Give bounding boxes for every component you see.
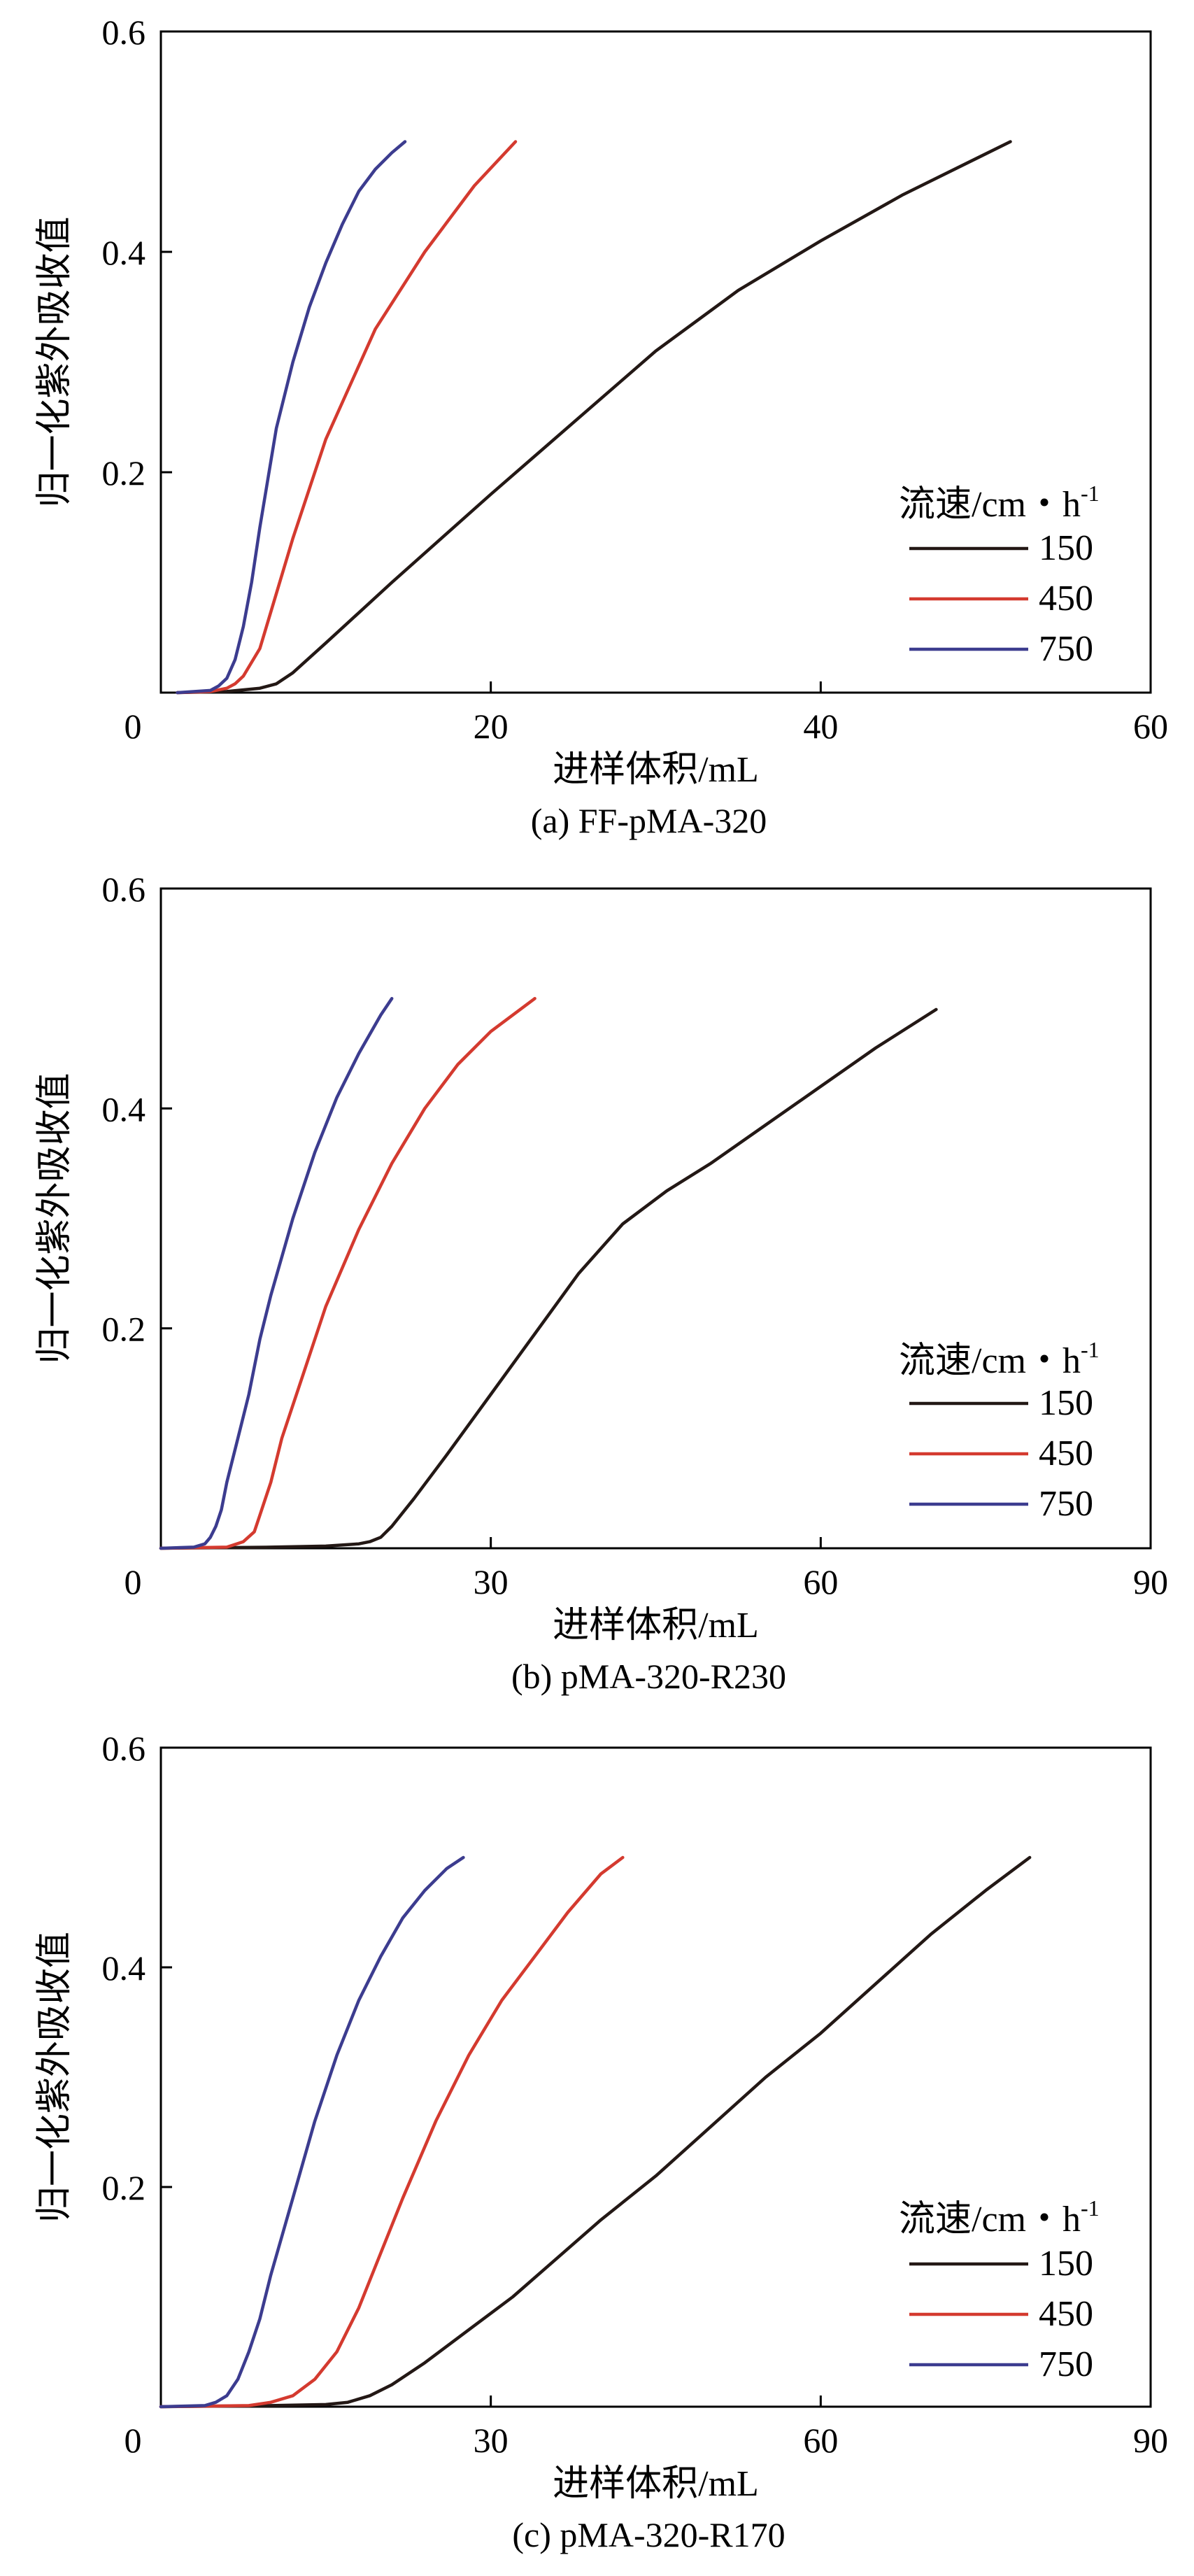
series-line-750 [159, 996, 394, 1550]
plot-frame [159, 30, 1152, 694]
legend-label-750: 750 [1039, 629, 1093, 669]
series-line-750 [176, 140, 407, 695]
legend-label-750: 750 [1039, 2344, 1093, 2384]
y-tick-label: 0.2 [102, 1310, 146, 1349]
series-line-450 [159, 996, 536, 1550]
series-line-150 [159, 1855, 1032, 2409]
x-tick-label: 30 [474, 1562, 509, 1601]
x-axis-label: 进样体积/mL [553, 750, 759, 790]
y-tick-label: 0.6 [102, 870, 146, 909]
series-line-450 [159, 1855, 625, 2409]
legend-title-superscript: -1 [1081, 2195, 1100, 2221]
legend-title-text: 流速/cm・h [899, 2200, 1081, 2239]
x-tick-label: 40 [803, 707, 838, 746]
x-axis-label: 进样体积/mL [553, 2464, 759, 2504]
legend-label-450: 450 [1039, 1434, 1093, 1473]
series-line-150 [176, 140, 1012, 695]
series-line-450 [176, 140, 518, 695]
x-tick-label: 60 [803, 1562, 838, 1601]
legend-label-150: 150 [1039, 528, 1093, 568]
chart-panel-2: 0.2 0.4 0.6 30 60 90 0 进样体积/mL 归一化紫外吸收值 (b) pMA-3… [35, 870, 1168, 1696]
y-tick-label: 0.6 [102, 1729, 146, 1768]
x-tick-label: 20 [474, 707, 509, 746]
legend-label-150: 150 [1039, 1383, 1093, 1423]
legend-title-superscript: -1 [1081, 1337, 1100, 1362]
origin-label: 0 [125, 2421, 142, 2460]
x-tick-label: 60 [1133, 707, 1168, 746]
x-tick-label: 30 [474, 2421, 509, 2460]
legend-title: 流速/cm・h-1 [899, 1337, 1100, 1381]
legend-label-450: 450 [1039, 2294, 1093, 2334]
y-axis-label: 归一化紫外吸收值 [35, 1073, 75, 1364]
y-tick-label: 0.4 [102, 233, 146, 272]
legend-label-450: 450 [1039, 579, 1093, 618]
origin-label: 0 [125, 707, 142, 746]
x-axis-label: 进样体积/mL [553, 1606, 759, 1646]
y-tick-label: 0.4 [102, 1948, 146, 1988]
legend-title: 流速/cm・h-1 [899, 481, 1100, 525]
plot-frame [159, 887, 1152, 1550]
y-axis-label: 归一化紫外吸收值 [35, 216, 75, 507]
x-tick-label: 90 [1133, 1562, 1168, 1601]
legend-title-text: 流速/cm・h [899, 485, 1081, 525]
y-tick-label: 0.2 [102, 453, 146, 493]
y-tick-label: 0.2 [102, 2168, 146, 2207]
series-line-150 [159, 1007, 938, 1550]
legend-label-150: 150 [1039, 2244, 1093, 2284]
legend-title-text: 流速/cm・h [899, 1341, 1081, 1381]
legend-title-superscript: -1 [1081, 481, 1100, 506]
y-tick-label: 0.6 [102, 13, 146, 52]
y-axis-label: 归一化紫外吸收值 [35, 1932, 75, 2223]
x-tick-label: 90 [1133, 2421, 1168, 2460]
chart-panel-1: 0.2 0.4 0.6 20 40 60 0 进样体积/mL 归一化紫外吸收值 (a) FF-pM… [35, 13, 1168, 840]
panel-caption: (a) FF-pMA-320 [531, 801, 767, 840]
series-line-750 [159, 1855, 465, 2409]
chart-panel-3: 0.2 0.4 0.6 30 60 90 0 进样体积/mL 归一化紫外吸收值 (c) pMA-3… [35, 1729, 1168, 2554]
panel-caption: (c) pMA-320-R170 [512, 2515, 785, 2554]
y-tick-label: 0.4 [102, 1089, 146, 1128]
legend-title: 流速/cm・h-1 [899, 2195, 1100, 2239]
plot-frame [159, 1746, 1152, 2408]
x-tick-label: 60 [803, 2421, 838, 2460]
legend: 流速/cm・h-1 150 450 750 [899, 2195, 1100, 2384]
legend-label-750: 750 [1039, 1484, 1093, 1524]
panel-caption: (b) pMA-320-R230 [511, 1657, 786, 1696]
origin-label: 0 [125, 1562, 142, 1601]
